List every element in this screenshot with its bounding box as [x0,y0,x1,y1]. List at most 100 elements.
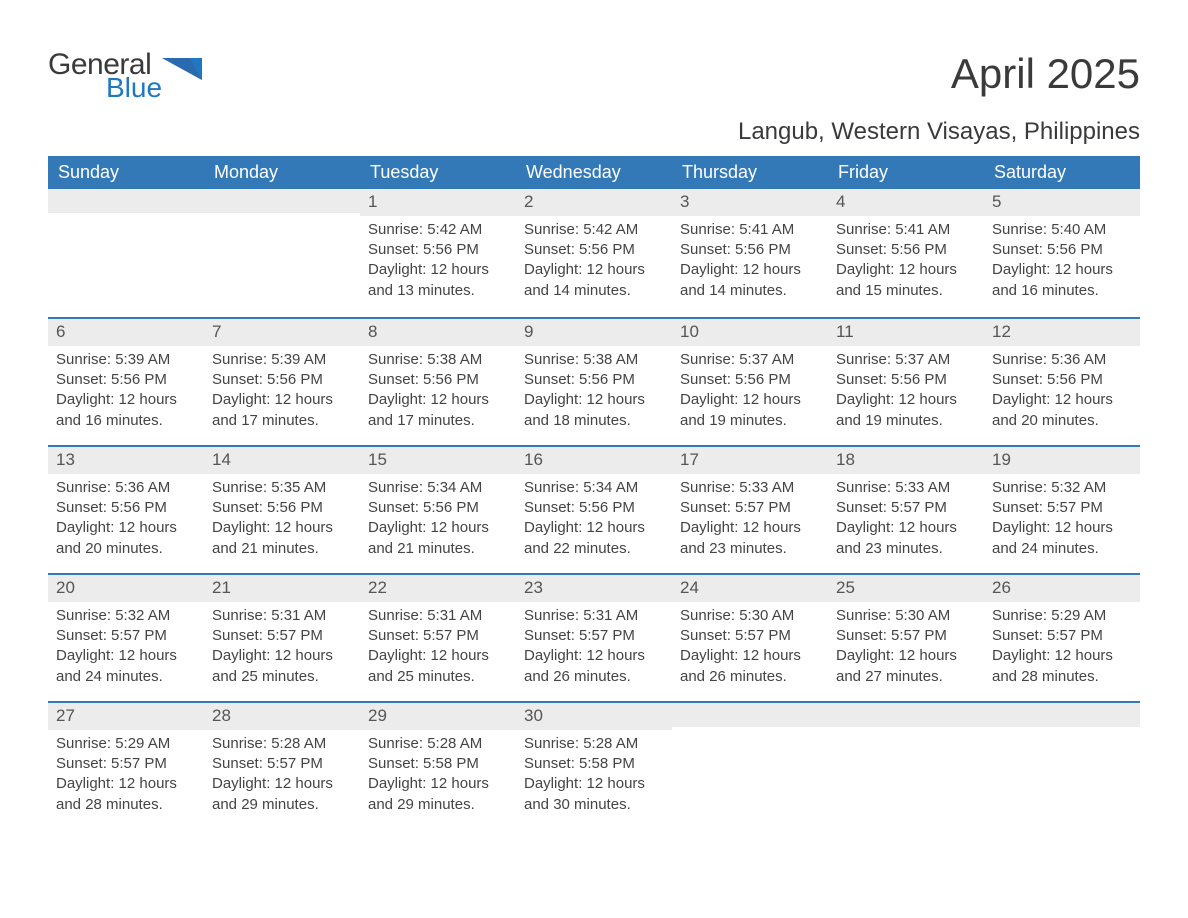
day-content: Sunrise: 5:33 AMSunset: 5:57 PMDaylight:… [828,478,984,559]
sunset-text: Sunset: 5:56 PM [368,370,508,390]
sunset-text: Sunset: 5:57 PM [680,626,820,646]
day-number: 18 [828,447,984,474]
daylight-text: Daylight: 12 hours and 17 minutes. [212,390,352,431]
calendar-day: 29 Sunrise: 5:28 AMSunset: 5:58 PMDayligh… [360,703,516,829]
calendar-day: 15Sunrise: 5:34 AMSunset: 5:56 PMDayligh… [360,447,516,573]
calendar-day: 24 Sunrise: 5:30 AMSunset: 5:57 PMDayligh… [672,575,828,701]
header: General Blue April 2025 [48,50,1140,102]
daylight-text: Daylight: 12 hours and 14 minutes. [524,260,664,301]
day-number: 23 [516,575,672,602]
day-content: Sunrise: 5:28 AMSunset: 5:57 PMDaylight:… [204,734,360,815]
sunrise-text: Sunrise: 5:31 AM [368,606,508,626]
calendar-day: 27Sunrise: 5:29 AMSunset: 5:57 PMDayligh… [48,703,204,829]
day-number: 8 [360,319,516,346]
day-number: 28 [204,703,360,730]
sunset-text: Sunset: 5:57 PM [836,498,976,518]
daylight-text: Daylight: 12 hours and 25 minutes. [212,646,352,687]
logo-flag-icon [162,58,202,80]
day-number: 17 [672,447,828,474]
calendar-day: 23 Sunrise: 5:31 AMSunset: 5:57 PMDayligh… [516,575,672,701]
sunrise-text: Sunrise: 5:35 AM [212,478,352,498]
day-content: Sunrise: 5:31 AMSunset: 5:57 PMDaylight:… [204,606,360,687]
calendar-day: 12Sunrise: 5:36 AMSunset: 5:56 PMDayligh… [984,319,1140,445]
calendar-day: 7Sunrise: 5:39 AMSunset: 5:56 PMDaylight… [204,319,360,445]
sunrise-text: Sunrise: 5:41 AM [680,220,820,240]
logo-word2: Blue [106,74,162,102]
day-content: Sunrise: 5:36 AMSunset: 5:56 PMDaylight:… [48,478,204,559]
day-number: 6 [48,319,204,346]
daylight-text: Daylight: 12 hours and 29 minutes. [368,774,508,815]
daylight-text: Daylight: 12 hours and 20 minutes. [992,390,1132,431]
calendar-day: 25Sunrise: 5:30 AMSunset: 5:57 PMDayligh… [828,575,984,701]
sunrise-text: Sunrise: 5:37 AM [680,350,820,370]
daylight-text: Daylight: 12 hours and 20 minutes. [56,518,196,559]
sunset-text: Sunset: 5:56 PM [836,240,976,260]
day-number: 16 [516,447,672,474]
day-content: Sunrise: 5:31 AMSunset: 5:57 PMDaylight:… [360,606,516,687]
day-content: Sunrise: 5:40 AMSunset: 5:56 PMDaylight:… [984,220,1140,301]
day-number: 2 [516,189,672,216]
sunset-text: Sunset: 5:57 PM [368,626,508,646]
day-number: 24 [672,575,828,602]
day-number: 27 [48,703,204,730]
sunset-text: Sunset: 5:56 PM [524,370,664,390]
day-content: Sunrise: 5:28 AMSunset: 5:58 PMDaylight:… [360,734,516,815]
calendar-week: 6Sunrise: 5:39 AMSunset: 5:56 PMDaylight… [48,317,1140,445]
day-content: Sunrise: 5:31 AMSunset: 5:57 PMDaylight:… [516,606,672,687]
daylight-text: Daylight: 12 hours and 27 minutes. [836,646,976,687]
calendar-week: 20Sunrise: 5:32 AMSunset: 5:57 PMDayligh… [48,573,1140,701]
calendar-week: 27Sunrise: 5:29 AMSunset: 5:57 PMDayligh… [48,701,1140,829]
sunrise-text: Sunrise: 5:32 AM [56,606,196,626]
day-content: Sunrise: 5:37 AMSunset: 5:56 PMDaylight:… [672,350,828,431]
dow-cell: Saturday [984,156,1140,189]
sunrise-text: Sunrise: 5:40 AM [992,220,1132,240]
sunset-text: Sunset: 5:58 PM [524,754,664,774]
daylight-text: Daylight: 12 hours and 14 minutes. [680,260,820,301]
calendar-day: 22Sunrise: 5:31 AMSunset: 5:57 PMDayligh… [360,575,516,701]
sunrise-text: Sunrise: 5:38 AM [524,350,664,370]
sunrise-text: Sunrise: 5:31 AM [212,606,352,626]
daylight-text: Daylight: 12 hours and 26 minutes. [524,646,664,687]
calendar-day: 6Sunrise: 5:39 AMSunset: 5:56 PMDaylight… [48,319,204,445]
day-content: Sunrise: 5:42 AMSunset: 5:56 PMDaylight:… [516,220,672,301]
dow-cell: Sunday [48,156,204,189]
dow-cell: Friday [828,156,984,189]
day-content: Sunrise: 5:33 AMSunset: 5:57 PMDaylight:… [672,478,828,559]
day-number: 19 [984,447,1140,474]
day-content: Sunrise: 5:30 AMSunset: 5:57 PMDaylight:… [672,606,828,687]
calendar-day: 21Sunrise: 5:31 AMSunset: 5:57 PMDayligh… [204,575,360,701]
sunset-text: Sunset: 5:56 PM [368,240,508,260]
day-number [48,189,204,213]
daylight-text: Daylight: 12 hours and 21 minutes. [368,518,508,559]
calendar-day [204,189,360,317]
daylight-text: Daylight: 12 hours and 18 minutes. [524,390,664,431]
day-content: Sunrise: 5:35 AMSunset: 5:56 PMDaylight:… [204,478,360,559]
sunset-text: Sunset: 5:56 PM [992,370,1132,390]
daylight-text: Daylight: 12 hours and 16 minutes. [56,390,196,431]
sunrise-text: Sunrise: 5:34 AM [524,478,664,498]
sunset-text: Sunset: 5:56 PM [56,498,196,518]
calendar-day [828,703,984,829]
calendar-week: 1Sunrise: 5:42 AMSunset: 5:56 PMDaylight… [48,189,1140,317]
day-number [984,703,1140,727]
dow-cell: Tuesday [360,156,516,189]
sunrise-text: Sunrise: 5:42 AM [524,220,664,240]
sunrise-text: Sunrise: 5:33 AM [680,478,820,498]
day-number: 9 [516,319,672,346]
sunset-text: Sunset: 5:57 PM [680,498,820,518]
day-content: Sunrise: 5:41 AMSunset: 5:56 PMDaylight:… [672,220,828,301]
sunrise-text: Sunrise: 5:29 AM [992,606,1132,626]
daylight-text: Daylight: 12 hours and 22 minutes. [524,518,664,559]
daylight-text: Daylight: 12 hours and 23 minutes. [836,518,976,559]
day-number: 1 [360,189,516,216]
sunset-text: Sunset: 5:57 PM [56,754,196,774]
sunrise-text: Sunrise: 5:36 AM [56,478,196,498]
day-content: Sunrise: 5:38 AMSunset: 5:56 PMDaylight:… [360,350,516,431]
daylight-text: Daylight: 12 hours and 30 minutes. [524,774,664,815]
sunset-text: Sunset: 5:56 PM [680,370,820,390]
day-content: Sunrise: 5:37 AMSunset: 5:56 PMDaylight:… [828,350,984,431]
day-content: Sunrise: 5:41 AMSunset: 5:56 PMDaylight:… [828,220,984,301]
day-number: 12 [984,319,1140,346]
day-content: Sunrise: 5:32 AMSunset: 5:57 PMDaylight:… [984,478,1140,559]
day-number: 29 [360,703,516,730]
